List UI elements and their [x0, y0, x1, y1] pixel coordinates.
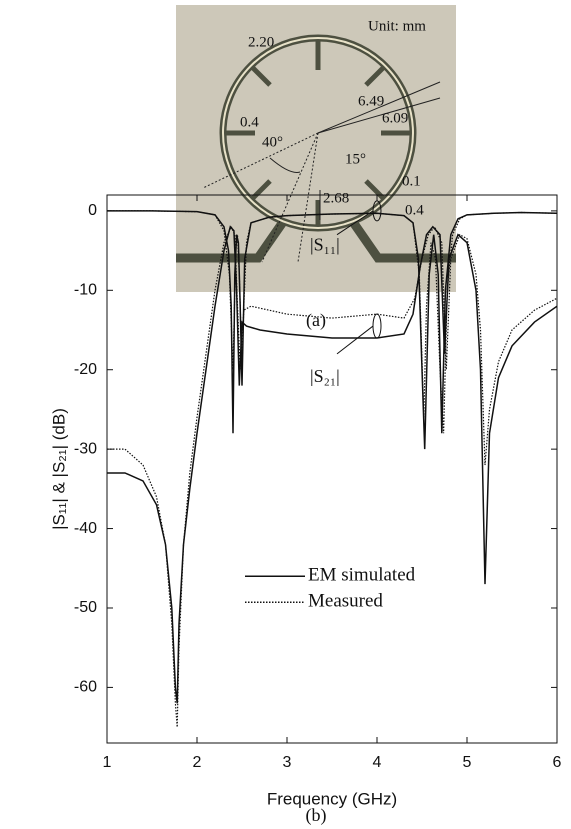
panel-caption: (b) — [306, 805, 327, 826]
annotation: |S₂₁| — [310, 366, 340, 386]
y-tick-label: -30 — [74, 440, 97, 457]
x-tick-label: 5 — [463, 754, 472, 771]
panel-caption: (a) — [306, 310, 326, 331]
plot-frame — [106, 194, 558, 744]
stubs — [225, 40, 411, 226]
series-line — [107, 225, 557, 704]
y-axis-label: |S₁₁| & |S₂₁| (dB) — [49, 408, 68, 530]
unit-label: Unit: mm — [368, 18, 426, 34]
dimension-label: 2.20 — [248, 34, 274, 50]
y-tick-label: 0 — [88, 202, 97, 219]
dimension-label: 40° — [262, 134, 283, 150]
annotation-pointer — [336, 325, 374, 355]
annotation: |S₁₁| — [310, 235, 340, 255]
y-tick-label: -60 — [74, 679, 97, 696]
photo — [176, 5, 456, 292]
x-tick-label: 1 — [103, 754, 112, 771]
annotation-marker — [372, 313, 382, 339]
annotation-pointer — [336, 210, 374, 236]
dimension-label: 2.68 — [323, 190, 349, 206]
x-tick-label: 4 — [373, 754, 382, 771]
ring-highlight — [222, 37, 414, 229]
series-line — [107, 210, 557, 434]
y-tick-label: -50 — [74, 599, 97, 616]
y-tick-label: -20 — [74, 361, 97, 378]
dimension-label: 0.1 — [402, 173, 421, 189]
x-tick-label: 6 — [553, 754, 562, 771]
series-line — [107, 225, 557, 728]
y-tick-label: -40 — [74, 520, 97, 537]
y-tick-label: -10 — [74, 282, 97, 299]
dimension-label: 0.4 — [405, 202, 424, 218]
x-tick-label: 2 — [193, 754, 202, 771]
dimension-label: 6.09 — [382, 110, 408, 126]
dimension-label: 15° — [345, 151, 366, 167]
legend-label: EM simulated — [308, 565, 416, 586]
x-axis-label: Frequency (GHz) — [267, 789, 397, 808]
dimension-label: 6.49 — [358, 93, 384, 109]
dimension-label: 0.4 — [240, 114, 259, 130]
legend-label: Measured — [308, 591, 383, 612]
x-tick-label: 3 — [283, 754, 292, 771]
